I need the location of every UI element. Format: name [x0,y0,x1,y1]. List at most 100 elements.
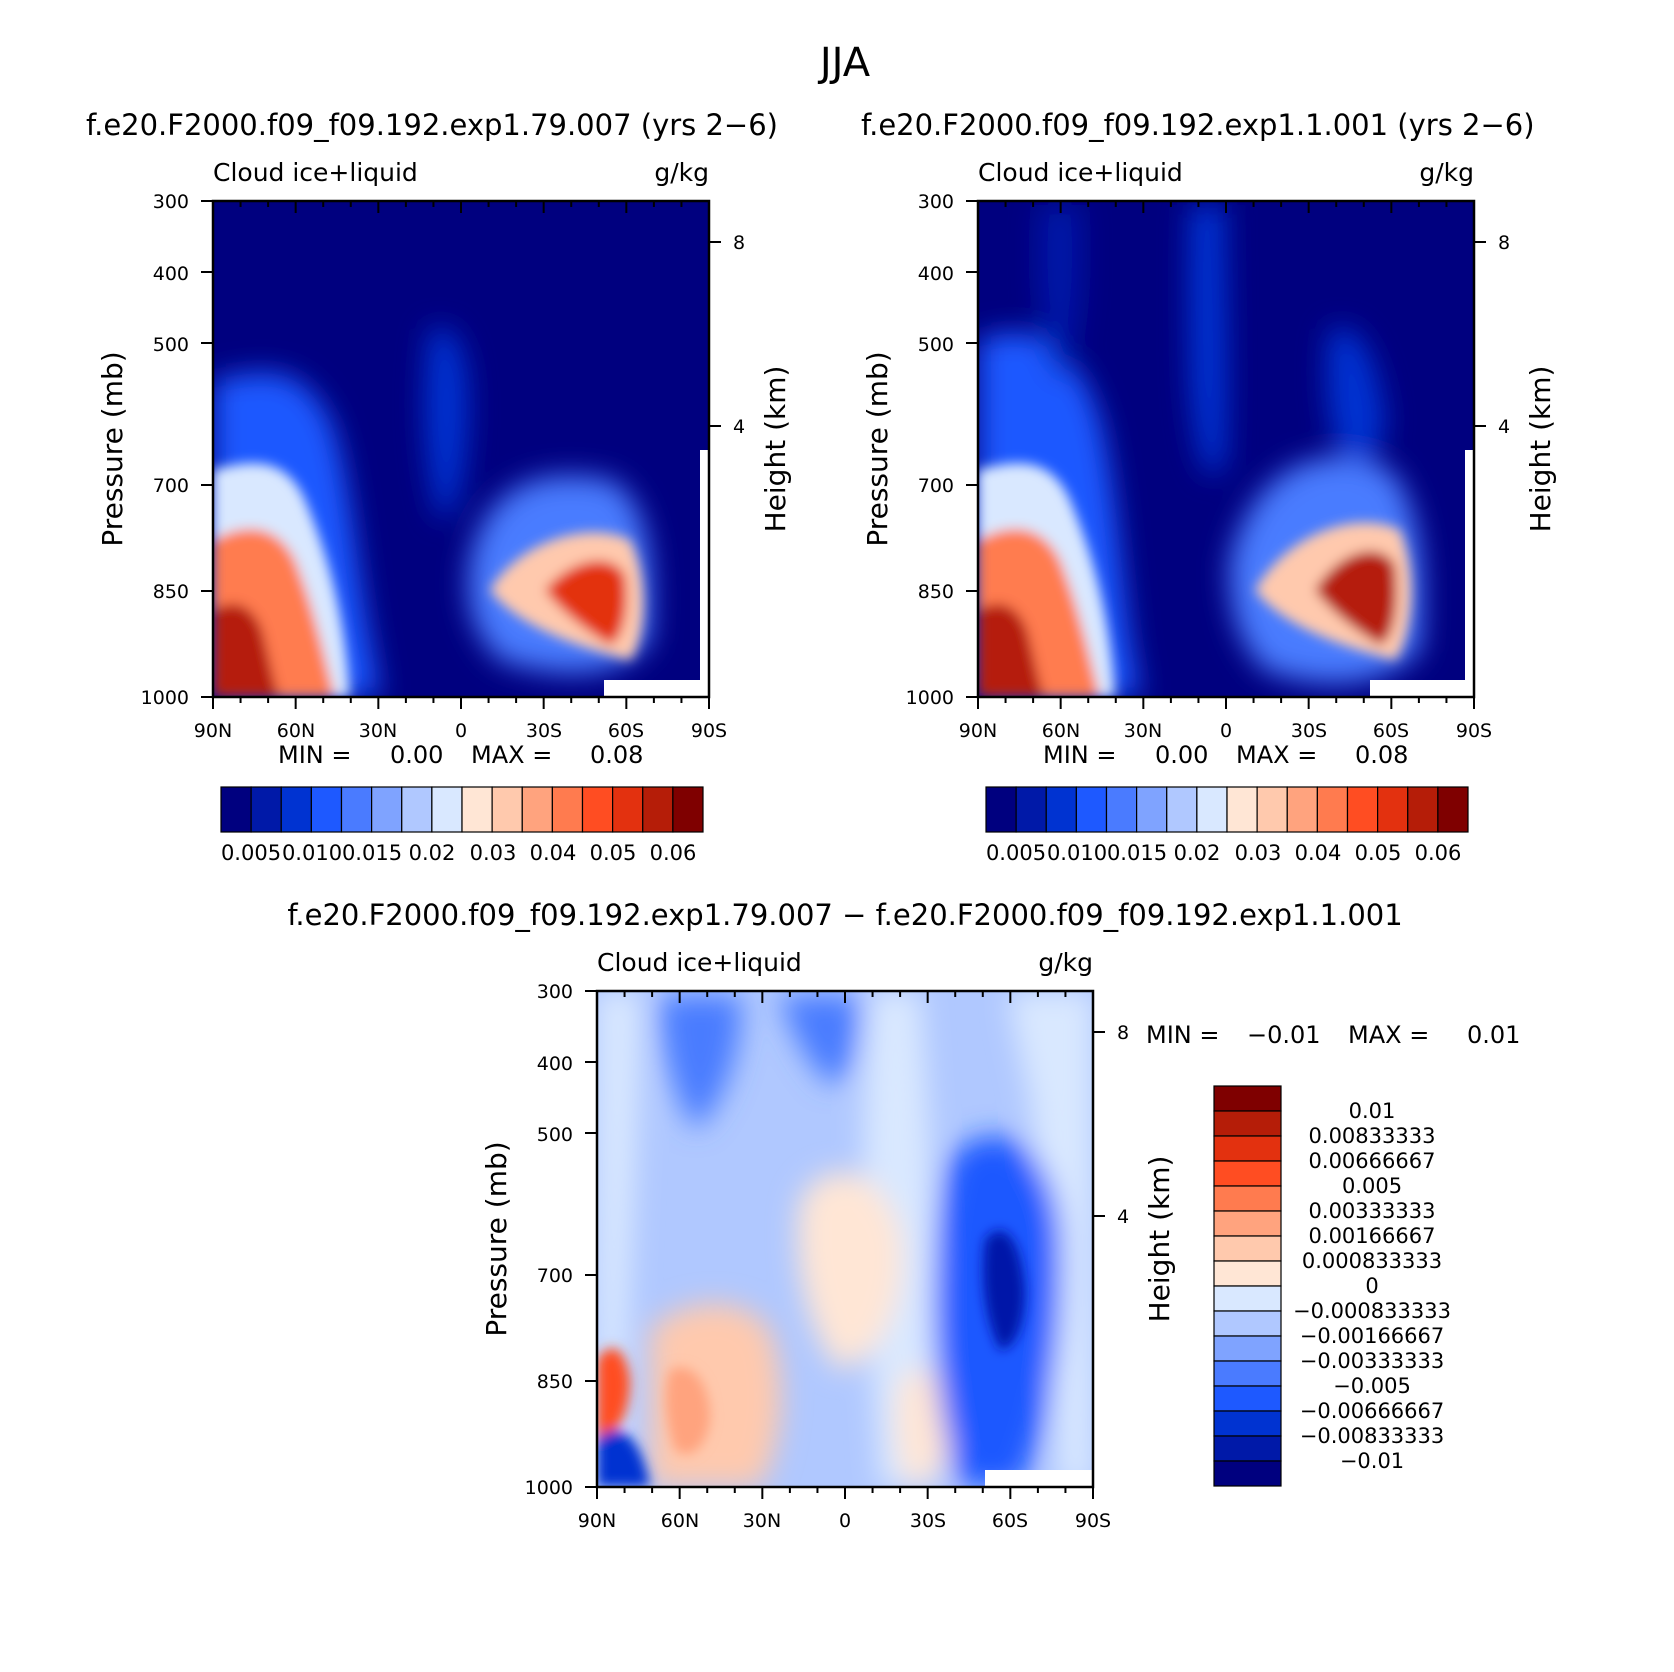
colorbar-swatch [1378,787,1408,832]
panel-2-y-tick-label: 400 [918,263,954,285]
colorbar-swatch [583,787,613,832]
panel-3-colorbar-label: −0.005 [1333,1374,1411,1398]
panel-3-y-tick-label: 850 [537,1371,573,1393]
panel-2-y-tick-label: 850 [918,581,954,603]
panel-1-missing-data-edge [700,450,709,697]
panel-2-title: f.e20.F2000.f09_f09.192.exp1.1.001 (yrs … [861,108,1535,142]
panel-3-right-tick-label: 4 [1117,1206,1129,1228]
panel-3-units-label: g/kg [1038,948,1093,977]
panel-2-x-tick-label: 60S [1373,720,1409,742]
panel-1-min-value: 0.00 [390,741,443,769]
panel-3-y-tick-label: 300 [537,981,573,1003]
colorbar-swatch [281,787,311,832]
colorbar-swatch [1197,787,1227,832]
panel-2-units-label: g/kg [1419,158,1474,187]
colorbar-swatch [1214,1361,1281,1386]
colorbar-swatch [342,787,372,832]
panel-1-colorbar-label: 0.06 [650,841,697,865]
colorbar-swatch [1408,787,1438,832]
panel-1-y-axis-label: Pressure (mb) [96,351,129,546]
colorbar-swatch [1214,1186,1281,1211]
colorbar-swatch [1214,1286,1281,1311]
colorbar-swatch [1214,1261,1281,1286]
colorbar-swatch [643,787,673,832]
panel-1-x-tick-label: 30N [359,720,397,742]
panel-1-colorbar-label: 0.05 [590,841,637,865]
panel-1-units-label: g/kg [654,158,709,187]
panel-2-x-tick-label: 0 [1220,720,1232,742]
colorbar-swatch [492,787,522,832]
colorbar-swatch [1214,1411,1281,1436]
panel-3-right-tick-label: 8 [1117,1022,1129,1044]
colorbar-swatch [1214,1336,1281,1361]
panel-1-y-tick-label: 300 [153,191,189,213]
panel-3-missing-data [985,1470,1093,1487]
colorbar-swatch [673,787,703,832]
colorbar-swatch [1214,1386,1281,1411]
panel-2-field [978,201,1474,697]
panel-3-y-tick-label: 700 [537,1265,573,1287]
panel-1-missing-data [604,680,709,697]
colorbar-swatch [1214,1236,1281,1261]
panel-3-x-tick-label: 60N [661,1510,699,1532]
colorbar-swatch [1214,1111,1281,1136]
panel-1-x-tick-label: 60S [608,720,644,742]
panel-2-y-tick-label: 500 [918,334,954,356]
colorbar-swatch [1227,787,1257,832]
panel-2-missing-data-edge [1465,450,1474,697]
panel-3-colorbar-label: 0.01 [1349,1099,1396,1123]
colorbar-swatch [372,787,402,832]
panel-1-y-tick-label: 850 [153,581,189,603]
panel-3-colorbar-label: −0.00333333 [1300,1349,1445,1373]
panel-3-colorbar-label: −0.01 [1340,1449,1404,1473]
panel-2-max-value: 0.08 [1355,741,1408,769]
panel-3-colorbar-label: 0.005 [1342,1174,1402,1198]
colorbar-swatch [1438,787,1468,832]
panel-2-y-tick-label: 1000 [906,687,954,709]
panel-1-colorbar-label: 0.010 [282,841,342,865]
panel-2-x-tick-label: 30N [1124,720,1162,742]
colorbar-swatch [1214,1086,1281,1111]
panel-3-title: f.e20.F2000.f09_f09.192.exp1.79.007 − f.… [287,898,1402,932]
panel-3-x-tick-label: 60S [992,1510,1028,1532]
panel-1-colorbar-label: 0.02 [409,841,456,865]
panel-1-y-tick-label: 400 [153,263,189,285]
panel-2-right-tick-label: 8 [1498,232,1510,254]
panel-1-colorbar-labels: 0.005 0.010 0.015 0.02 0.03 0.04 0.05 0.… [221,841,696,865]
colorbar-swatch [1137,787,1167,832]
panel-1-x-tick-label: 0 [455,720,467,742]
panel-3-colorbar-label: 0.00833333 [1309,1124,1436,1148]
panel-1-title: f.e20.F2000.f09_f09.192.exp1.79.007 (yrs… [86,108,778,142]
panel-3-colorbar-label: −0.000833333 [1293,1299,1451,1323]
panel-2-colorbar-label: 0.04 [1295,841,1342,865]
panel-3-x-tick-label: 30S [910,1510,946,1532]
panel-1-variable-label: Cloud ice+liquid [213,158,418,187]
panel-2: f.e20.F2000.f09_f09.192.exp1.1.001 (yrs … [861,108,1557,865]
panel-3: f.e20.F2000.f09_f09.192.exp1.79.007 − f.… [287,898,1520,1532]
colorbar-swatch [1016,787,1046,832]
panel-2-variable-label: Cloud ice+liquid [978,158,1183,187]
panel-1-y-tick-label: 500 [153,334,189,356]
panel-1-colorbar [221,787,703,832]
colorbar-swatch [1214,1136,1281,1161]
panel-2-right-axis-label: Height (km) [1524,366,1557,533]
colorbar-swatch [1076,787,1106,832]
panel-3-x-tick-label: 30N [743,1510,781,1532]
panel-3-variable-label: Cloud ice+liquid [597,948,802,977]
panel-3-colorbar-label: 0 [1365,1274,1378,1298]
panel-3-colorbar-label: 0.000833333 [1302,1249,1442,1273]
panel-2-x-tick-label: 90N [959,720,997,742]
colorbar-swatch [1317,787,1347,832]
panel-3-max-label: MAX = [1348,1021,1429,1049]
panel-2-colorbar [986,787,1468,832]
panel-2-colorbar-label: 0.02 [1174,841,1221,865]
panel-2-min-label: MIN = [1043,741,1116,769]
panel-2-x-tick-label: 60N [1042,720,1080,742]
colorbar-swatch [1287,787,1317,832]
panel-3-x-axis: 90N 60N 30N 0 30S 60S 90S [578,1510,1111,1532]
panel-3-colorbar [1214,1086,1281,1486]
panel-2-max-label: MAX = [1236,741,1317,769]
panel-2-colorbar-label: 0.06 [1415,841,1462,865]
colorbar-swatch [1046,787,1076,832]
